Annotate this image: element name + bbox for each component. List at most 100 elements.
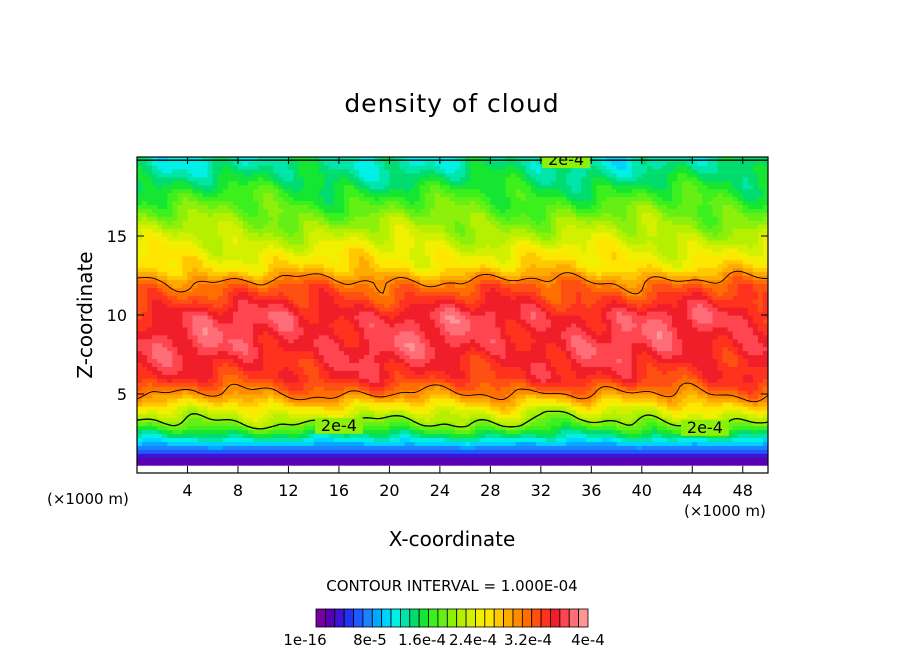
field-cell <box>243 362 249 367</box>
field-cell <box>243 192 249 198</box>
field-cell <box>187 180 194 186</box>
field-cell <box>354 295 360 300</box>
field-cell <box>419 409 426 415</box>
field-cell <box>187 390 194 395</box>
field-cell <box>202 409 209 415</box>
field-cell <box>248 212 254 217</box>
field-cell <box>227 326 234 332</box>
field-cell <box>424 338 431 344</box>
field-cell <box>237 405 244 411</box>
field-cell <box>283 318 290 324</box>
field-cell <box>369 271 375 277</box>
field-cell <box>374 318 380 324</box>
field-cell <box>147 160 153 166</box>
field-cell <box>374 307 380 312</box>
field-cell <box>293 461 300 466</box>
field-cell <box>414 311 421 316</box>
field-cell <box>248 279 254 284</box>
field-cell <box>273 366 279 371</box>
field-cell <box>232 457 239 462</box>
field-cell <box>212 445 219 450</box>
field-cell <box>187 346 194 352</box>
field-cell <box>449 366 456 371</box>
field-cell <box>379 184 385 190</box>
field-cell <box>222 283 229 288</box>
field-cell <box>237 322 244 328</box>
field-cell <box>439 307 446 312</box>
field-cell <box>364 303 370 308</box>
field-cell <box>197 208 204 213</box>
field-cell <box>424 421 431 427</box>
field-cell <box>187 267 194 273</box>
field-cell <box>172 267 178 273</box>
field-cell <box>439 354 446 360</box>
field-cell <box>237 441 244 446</box>
field-cell <box>318 307 325 312</box>
field-cell <box>258 239 264 245</box>
field-cell <box>449 224 456 229</box>
field-cell <box>162 413 168 419</box>
field-cell <box>318 409 325 415</box>
field-cell <box>202 457 209 462</box>
field-cell <box>338 263 345 269</box>
field-cell <box>338 164 345 170</box>
field-cell <box>424 382 431 387</box>
field-cell <box>202 318 209 324</box>
field-cell <box>288 279 295 284</box>
field-cell <box>237 172 244 178</box>
field-cell <box>222 366 229 371</box>
field-cell <box>429 212 436 217</box>
field-cell <box>237 362 244 367</box>
field-cell <box>182 232 189 237</box>
field-cell <box>212 397 219 403</box>
field-cell <box>268 354 274 360</box>
field-cell <box>349 401 355 407</box>
field-cell <box>288 263 295 269</box>
field-cell <box>142 279 148 284</box>
field-cell <box>227 208 234 213</box>
field-cell <box>243 168 249 174</box>
field-cell <box>293 378 300 383</box>
field-cell <box>338 307 345 312</box>
field-cell <box>197 338 204 344</box>
field-cell <box>389 425 396 431</box>
field-cell <box>323 279 330 284</box>
field-cell <box>268 239 274 245</box>
field-cell <box>343 283 350 288</box>
field-cell <box>273 259 279 265</box>
field-cell <box>359 243 365 249</box>
field-cell <box>207 315 214 320</box>
field-cell <box>172 322 178 328</box>
field-cell <box>354 299 360 304</box>
field-cell <box>308 326 315 332</box>
field-cell <box>359 350 365 356</box>
field-cell <box>394 358 401 363</box>
field-cell <box>313 449 320 454</box>
field-cell <box>293 334 300 340</box>
field-cell <box>222 378 229 383</box>
field-cell <box>273 378 279 383</box>
field-cell <box>227 378 234 383</box>
field-cell <box>359 358 365 363</box>
field-cell <box>323 299 330 304</box>
field-cell <box>333 212 340 217</box>
field-cell <box>182 180 189 186</box>
field-cell <box>308 409 315 415</box>
field-cell <box>343 291 350 296</box>
field-cell <box>308 295 315 300</box>
field-cell <box>152 397 158 403</box>
field-cell <box>434 370 441 375</box>
field-cell <box>182 247 189 253</box>
field-cell <box>359 176 365 182</box>
field-cell <box>147 421 153 427</box>
field-cell <box>248 160 254 166</box>
field-cell <box>258 232 264 237</box>
field-cell <box>288 358 295 363</box>
field-cell <box>333 386 340 391</box>
field-cell <box>273 279 279 284</box>
field-cell <box>394 405 401 411</box>
field-cell <box>439 342 446 348</box>
field-cell <box>399 232 406 237</box>
field-cell <box>162 200 168 205</box>
field-cell <box>323 413 330 419</box>
